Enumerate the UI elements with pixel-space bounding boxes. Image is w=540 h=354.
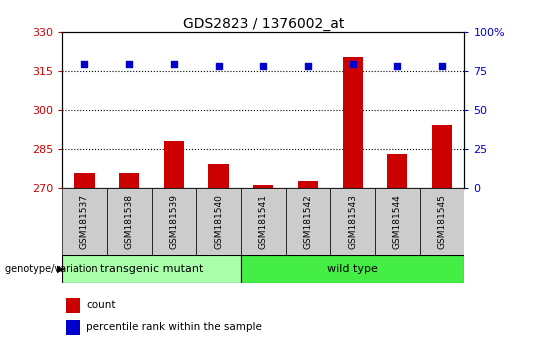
Bar	[432, 125, 452, 188]
Text: GSM181543: GSM181543	[348, 194, 357, 249]
Bar	[253, 185, 273, 188]
Text: percentile rank within the sample: percentile rank within the sample	[86, 322, 262, 332]
Point	[125, 62, 133, 67]
Text: ▶: ▶	[57, 264, 64, 274]
Bar	[164, 141, 184, 188]
Point	[80, 62, 89, 67]
Bar	[330, 188, 375, 255]
Text: GSM181545: GSM181545	[437, 194, 447, 249]
Bar	[62, 188, 107, 255]
Text: wild type: wild type	[327, 264, 378, 274]
Point	[170, 62, 178, 67]
Text: GSM181541: GSM181541	[259, 194, 268, 249]
Bar	[375, 188, 420, 255]
Bar	[387, 154, 407, 188]
Text: GSM181542: GSM181542	[303, 194, 313, 249]
Bar	[119, 173, 139, 188]
Bar	[286, 188, 330, 255]
Text: GSM181537: GSM181537	[80, 194, 89, 249]
Text: count: count	[86, 300, 116, 310]
Point	[348, 62, 357, 67]
Text: GSM181544: GSM181544	[393, 194, 402, 249]
Point	[393, 63, 402, 68]
Text: GSM181540: GSM181540	[214, 194, 223, 249]
Text: genotype/variation: genotype/variation	[5, 264, 101, 274]
Bar	[342, 57, 363, 188]
Point	[259, 63, 268, 68]
Text: GSM181539: GSM181539	[170, 194, 178, 249]
Bar	[420, 188, 464, 255]
Bar	[62, 255, 241, 283]
Bar	[196, 188, 241, 255]
Bar	[241, 255, 464, 283]
Text: GSM181538: GSM181538	[125, 194, 134, 249]
Bar	[298, 181, 318, 188]
Bar	[241, 188, 286, 255]
Bar	[66, 298, 80, 313]
Bar	[75, 173, 94, 188]
Point	[438, 63, 447, 68]
Bar	[107, 188, 152, 255]
Bar	[208, 164, 228, 188]
Bar	[152, 188, 196, 255]
Text: transgenic mutant: transgenic mutant	[100, 264, 203, 274]
Point	[303, 63, 312, 68]
Title: GDS2823 / 1376002_at: GDS2823 / 1376002_at	[183, 17, 344, 31]
Bar	[66, 320, 80, 335]
Point	[214, 63, 223, 68]
